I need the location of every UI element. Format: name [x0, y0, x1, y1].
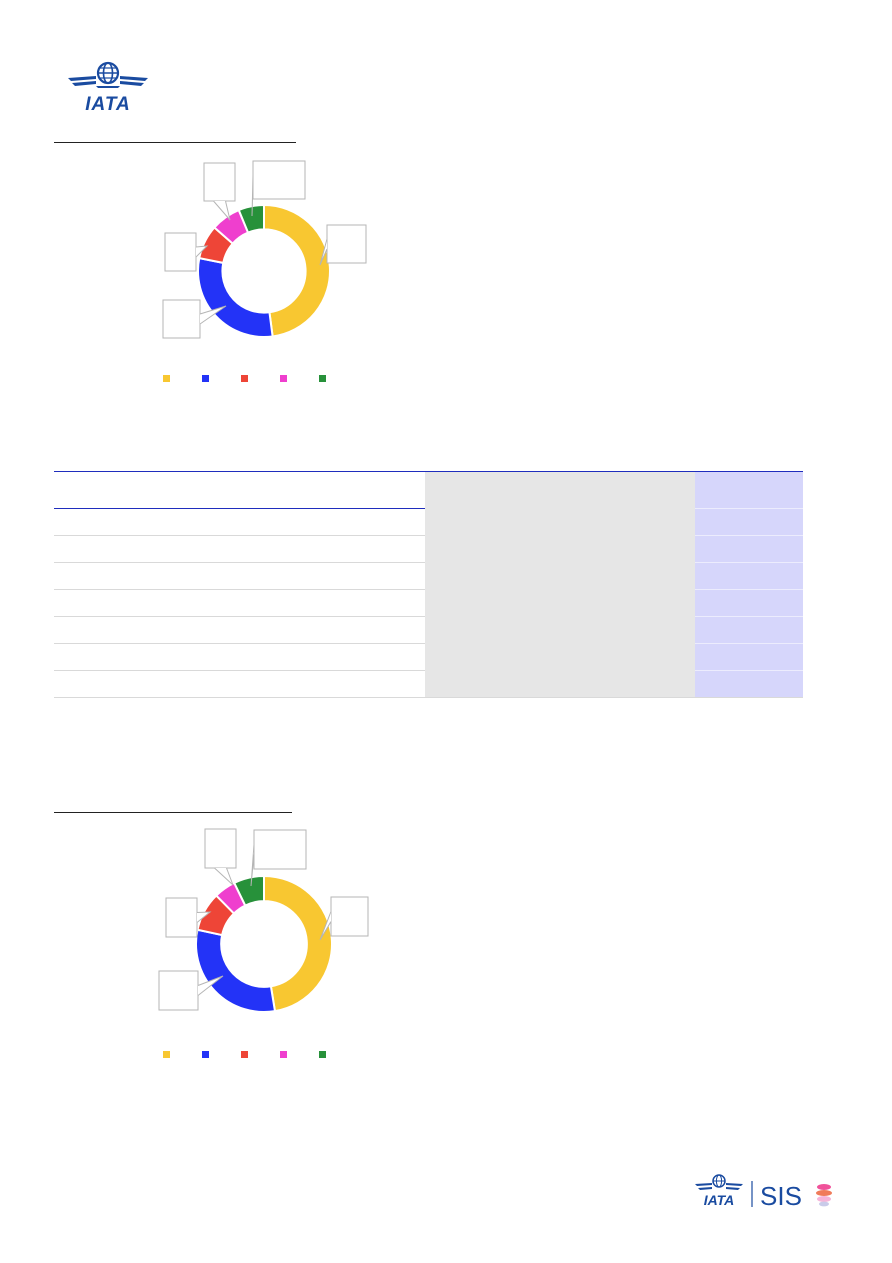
data-label-callout [162, 299, 227, 339]
donut-slice [237, 203, 265, 234]
legend-swatch [280, 375, 287, 382]
section-heading-underline [54, 812, 292, 813]
chart-legend-2 [163, 1051, 358, 1058]
data-label-callout [251, 160, 306, 217]
donut-slice [232, 874, 265, 907]
table-row [54, 589, 803, 617]
legend-swatch [319, 1051, 326, 1058]
table-cell [695, 616, 803, 644]
data-label-callout [204, 828, 237, 886]
table-row [54, 616, 803, 644]
table-cell [695, 562, 803, 590]
data-label-callout [164, 232, 209, 272]
table-row [54, 670, 803, 698]
legend-swatch [319, 375, 326, 382]
section-heading-underline [54, 142, 296, 143]
table-cell [695, 670, 803, 698]
table-cell [425, 508, 695, 536]
table-cell [54, 589, 425, 617]
iata-logo-wordmark: IATA [85, 94, 131, 112]
iata-sis-logo: IATA SIS [695, 1174, 832, 1211]
donut-slice [263, 203, 331, 338]
table-cell [695, 508, 803, 536]
donut-slice [195, 928, 277, 1013]
table-cell [54, 562, 425, 590]
table-cell [54, 535, 425, 563]
donut-chart-2 [158, 828, 369, 1013]
legend-swatch [241, 375, 248, 382]
table-cell [54, 508, 425, 536]
table-cell [425, 562, 695, 590]
table-cell [695, 535, 803, 563]
table-cell [695, 643, 803, 671]
data-label-callout [158, 970, 224, 1011]
table-cell [425, 643, 695, 671]
data-table [54, 471, 803, 698]
legend-swatch [163, 1051, 170, 1058]
data-label-callout [250, 829, 307, 887]
table-cell [425, 616, 695, 644]
chart-legend-1 [163, 375, 358, 382]
legend-swatch [280, 1051, 287, 1058]
table-cell [54, 643, 425, 671]
table-row [54, 562, 803, 590]
iata-logo: IATA [68, 61, 148, 112]
data-label-callout [165, 897, 212, 938]
data-label-callout [203, 162, 236, 221]
table-row [54, 508, 803, 536]
table-cell [54, 670, 425, 698]
legend-swatch [241, 1051, 248, 1058]
table-header-cell [425, 471, 695, 509]
table-cell [695, 589, 803, 617]
table-cell [425, 589, 695, 617]
data-label-callout [319, 224, 367, 266]
table-cell [425, 670, 695, 698]
donut-slice [197, 256, 274, 338]
table-row [54, 643, 803, 671]
table-cell [425, 535, 695, 563]
table-header-cell [54, 471, 425, 509]
table-header-cell [695, 471, 803, 509]
donut-chart-1 [162, 160, 367, 339]
legend-swatch [202, 375, 209, 382]
sis-wordmark: SIS [760, 1181, 802, 1211]
legend-swatch [163, 375, 170, 382]
footer-iata-wordmark: IATA [704, 1192, 735, 1208]
sis-mark-icon [816, 1184, 832, 1207]
donut-slice [263, 874, 333, 1013]
data-label-callout [319, 896, 369, 941]
table-header-row [54, 471, 803, 509]
table-row [54, 535, 803, 563]
legend-swatch [202, 1051, 209, 1058]
table-cell [54, 616, 425, 644]
